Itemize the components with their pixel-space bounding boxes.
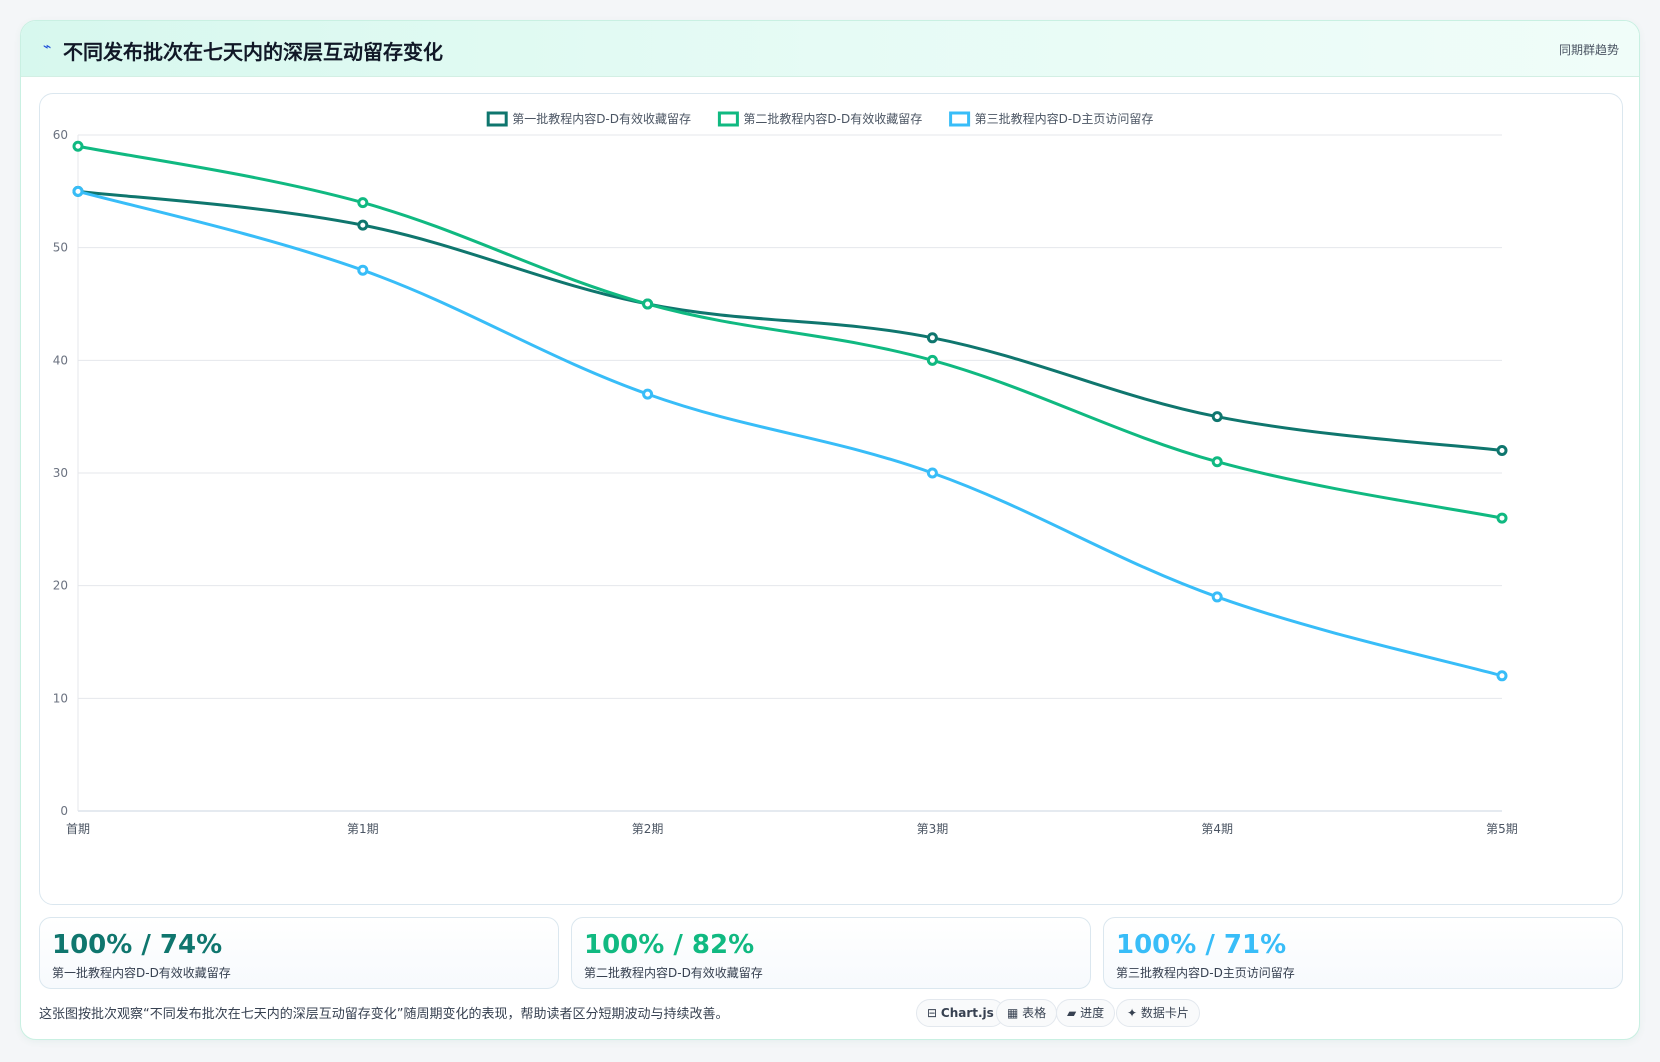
card-header: ⌁ 不同发布批次在七天内的深层互动留存变化 同期群趋势 [21,21,1639,77]
line-chart: 0 10 20 30 40 50 60 首期 第1期 第2期 第3期 第4期 第5期 第一批教程内容D-D… [53,111,1518,836]
stat-label: 第二批教程内容D-D有效收藏留存 [584,966,763,980]
data-point[interactable] [926,467,938,479]
series-line [77,144,1503,520]
data-point[interactable] [72,140,84,152]
chip-progress[interactable]: ▰ 进度 [1056,999,1116,1027]
stat-card: 100% / 71% 第三批教程内容D-D主页访问留存 [1103,917,1623,989]
x-tick-label: 第1期 [347,822,379,836]
legend-label: 第二批教程内容D-D有效收藏留存 [743,111,922,126]
data-point[interactable] [357,219,369,231]
legend-item[interactable]: 第三批教程内容D-D主页访问留存 [949,111,1154,127]
y-tick-label: 60 [53,128,68,142]
chip-label: 数据卡片 [1140,1006,1189,1020]
series-line [77,189,1503,452]
chip-label: 表格 [1022,1006,1047,1020]
data-point[interactable] [1496,670,1508,682]
table-icon: ▦ [1007,1006,1019,1020]
chart-card: ⌁ 不同发布批次在七天内的深层互动留存变化 同期群趋势 0 10 20 30 40 50 6… [20,20,1640,1040]
progress-icon: ▰ [1067,1006,1077,1020]
stat-cards: 100% / 74% 第一批教程内容D-D有效收藏留存 100% / 82% 第… [39,917,1623,989]
chip-chartjs[interactable]: ⊟ Chart.js [916,999,1005,1027]
header-tag: 同期群趋势 [1558,43,1619,57]
footer-note: 这张图按批次观察“不同发布批次在七天内的深层互动留存变化”随周期变化的表现，帮助… [39,1007,729,1022]
chart-area: 0 10 20 30 40 50 60 首期 第1期 第2期 第3期 第4期 第5期 第一批教程内容D-D… [39,93,1623,905]
pulse-icon: ⌁ [43,39,52,55]
stat-value: 100% / 71% [1116,930,1287,960]
data-point[interactable] [357,264,369,276]
series-line [77,189,1503,678]
stat-card: 100% / 82% 第二批教程内容D-D有效收藏留存 [571,917,1091,989]
data-point[interactable] [1211,456,1223,468]
x-tick-label: 第3期 [917,822,949,836]
y-tick-label: 10 [53,691,68,705]
chip-table[interactable]: ▦ 表格 [996,999,1058,1027]
legend-item[interactable]: 第一批教程内容D-D有效收藏留存 [486,111,691,127]
sparkle-icon: ✦ [1127,1006,1138,1020]
y-tick-label: 20 [53,579,68,593]
stat-value: 100% / 82% [584,930,755,960]
data-point[interactable] [642,388,654,400]
data-point[interactable] [926,354,938,366]
stat-label: 第一批教程内容D-D有效收藏留存 [52,966,231,980]
legend-swatch [949,111,971,127]
page-title: 不同发布批次在七天内的深层互动留存变化 [63,40,443,64]
chip-data-card[interactable]: ✦ 数据卡片 [1116,999,1200,1027]
legend-label: 第一批教程内容D-D有效收藏留存 [512,111,691,126]
x-tick-label: 第2期 [632,822,664,836]
data-point[interactable] [1211,411,1223,423]
stat-label: 第三批教程内容D-D主页访问留存 [1116,966,1295,980]
x-tick-label: 第5期 [1486,822,1518,836]
data-point[interactable] [72,185,84,197]
data-point[interactable] [642,298,654,310]
data-point[interactable] [1496,512,1508,524]
legend-item[interactable]: 第二批教程内容D-D有效收藏留存 [717,111,922,127]
y-tick-label: 50 [53,241,68,255]
stat-value: 100% / 74% [52,930,223,960]
stat-card: 100% / 74% 第一批教程内容D-D有效收藏留存 [39,917,559,989]
x-tick-label: 第4期 [1201,822,1233,836]
data-point[interactable] [1496,444,1508,456]
data-point[interactable] [357,197,369,209]
chip-label: 进度 [1080,1006,1105,1020]
chart-icon: ⊟ [927,1006,938,1020]
x-tick-label: 首期 [66,822,90,836]
data-point[interactable] [1211,591,1223,603]
legend-swatch [717,111,739,127]
y-tick-label: 40 [53,353,68,367]
y-tick-label: 0 [60,804,68,818]
legend-swatch [486,111,508,127]
y-tick-label: 30 [53,466,68,480]
legend-label: 第三批教程内容D-D主页访问留存 [975,111,1154,126]
data-point[interactable] [926,332,938,344]
chip-label: Chart.js [940,1006,994,1020]
